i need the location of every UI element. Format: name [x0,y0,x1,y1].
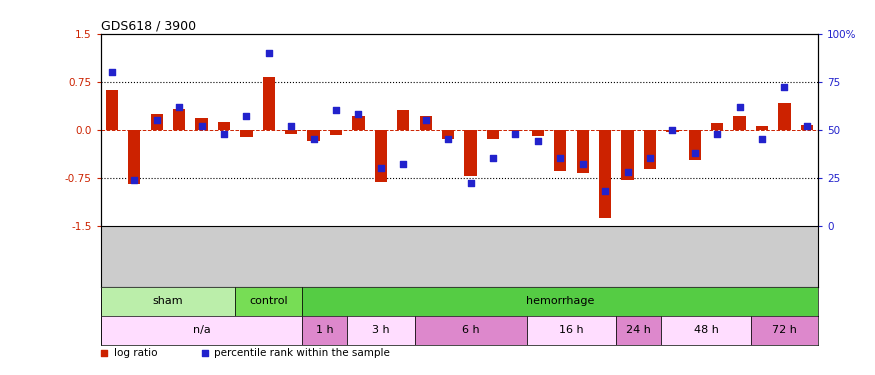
Bar [173,109,186,130]
Point [755,136,769,142]
Bar [527,316,616,345]
Text: n/a: n/a [192,325,210,335]
Bar [101,287,235,316]
Text: hemorrhage: hemorrhage [526,296,594,306]
Bar [285,130,298,134]
Point [150,117,164,123]
Point [665,127,679,133]
Text: log ratio: log ratio [114,348,157,358]
Point [643,156,657,162]
Bar [397,111,410,130]
Text: percentile rank within the sample: percentile rank within the sample [214,348,390,358]
Bar [330,130,342,135]
Bar [307,130,319,141]
Bar [779,103,791,130]
Bar [616,316,662,345]
Bar [218,122,230,130]
Bar [235,287,303,316]
Text: 16 h: 16 h [559,325,584,335]
Bar [465,130,477,176]
Bar [106,90,118,130]
Point [329,108,343,114]
Point [284,123,298,129]
Bar [689,130,701,160]
Text: 24 h: 24 h [626,325,651,335]
Point [352,111,366,117]
Bar [150,114,163,130]
Point [531,138,545,144]
Bar [303,287,818,316]
Point [598,188,612,194]
Bar [195,118,207,130]
Point [217,130,231,136]
Text: 1 h: 1 h [316,325,333,335]
Text: GDS618 / 3900: GDS618 / 3900 [101,20,196,33]
Point [778,84,792,90]
Bar [801,124,813,130]
Point [485,237,499,243]
Text: 48 h: 48 h [694,325,718,335]
Text: 72 h: 72 h [772,325,797,335]
Bar [554,130,566,171]
Point [105,69,119,75]
Bar [756,126,768,130]
Point [374,165,388,171]
Bar [733,116,746,130]
Point [396,161,410,167]
Bar [347,316,415,345]
Point [800,123,814,129]
Bar [577,130,589,173]
Bar [303,316,347,345]
Point [194,123,208,129]
Point [732,104,746,110]
Point [620,169,634,175]
Point [576,161,590,167]
Point [240,113,254,119]
Bar [262,77,275,130]
Bar [487,130,499,139]
Point [710,130,724,136]
Point [486,156,500,162]
Bar [532,130,544,136]
Point [508,130,522,136]
Bar [711,123,724,130]
Point [172,104,186,110]
Point [464,180,478,186]
Point [441,136,455,142]
Text: 6 h: 6 h [462,325,480,335]
Bar [374,130,387,182]
Bar [101,316,303,345]
Text: control: control [249,296,288,306]
Point [306,136,320,142]
Bar [662,316,751,345]
Bar [353,116,365,130]
Point [262,50,276,56]
Bar [442,130,454,139]
Point [127,177,141,183]
Text: 3 h: 3 h [372,325,389,335]
Point [553,156,567,162]
Bar [415,316,527,345]
Bar [420,116,432,130]
Bar [751,316,818,345]
Bar [599,130,612,218]
Bar [128,130,140,184]
Bar [666,130,678,132]
Text: sham: sham [152,296,183,306]
Bar [621,130,634,180]
Bar [509,130,522,131]
Point [419,117,433,123]
Bar [644,130,656,170]
Point [688,150,702,156]
Bar [241,130,253,137]
